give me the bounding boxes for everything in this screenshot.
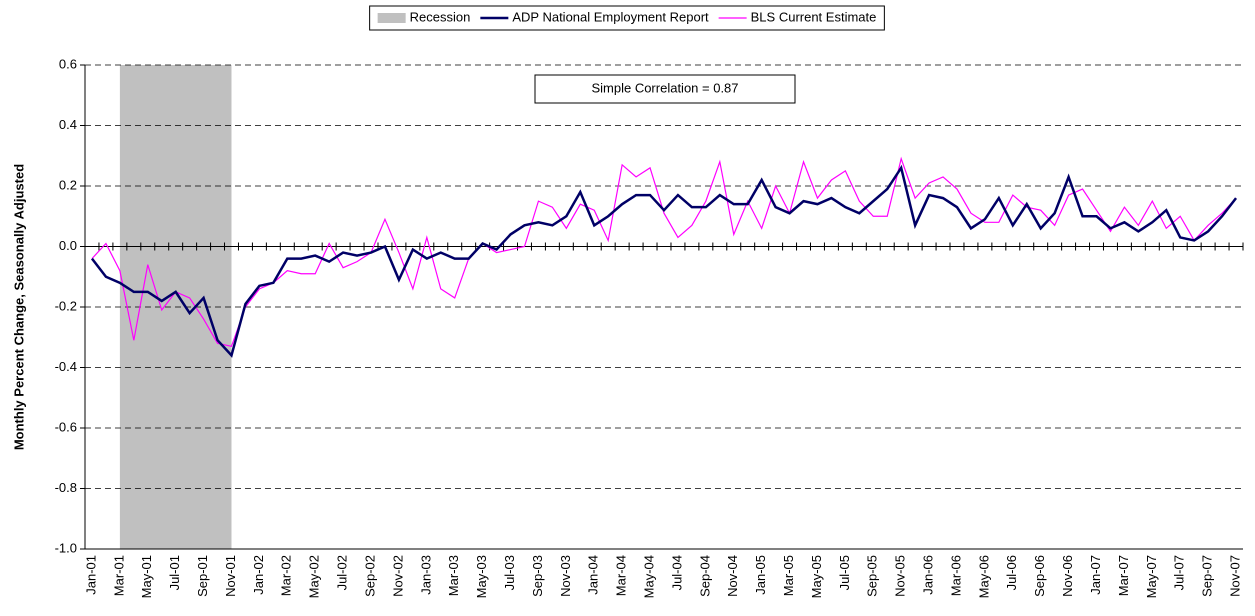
x-tick-label: Sep-01 [195, 555, 210, 597]
x-tick-label: Jan-06 [921, 555, 936, 595]
y-tick-label: -0.8 [55, 480, 77, 495]
x-tick-label: May-03 [474, 555, 489, 598]
x-tick-label: Jul-07 [1172, 555, 1187, 590]
x-tick-label: Sep-07 [1200, 555, 1215, 597]
x-tick-label: May-05 [809, 555, 824, 598]
x-tick-label: Nov-03 [558, 555, 573, 597]
x-tick-label: Jul-01 [167, 555, 182, 590]
y-tick-label: -0.6 [55, 419, 77, 434]
x-tick-label: Mar-01 [111, 555, 126, 596]
x-tick-label: May-02 [307, 555, 322, 598]
x-tick-label: May-04 [641, 555, 656, 598]
x-tick-label: May-06 [976, 555, 991, 598]
x-tick-label: Sep-05 [865, 555, 880, 597]
x-tick-label: Mar-06 [948, 555, 963, 596]
x-tick-label: Nov-02 [390, 555, 405, 597]
x-tick-label: Jan-01 [83, 555, 98, 595]
y-axis-label: Monthly Percent Change, Seasonally Adjus… [11, 164, 26, 450]
x-tick-label: Sep-03 [530, 555, 545, 597]
legend-swatch [377, 13, 406, 23]
x-tick-label: Jul-02 [335, 555, 350, 590]
x-tick-label: Nov-07 [1227, 555, 1242, 597]
x-tick-label: Sep-04 [697, 555, 712, 597]
x-tick-label: Mar-05 [781, 555, 796, 596]
y-tick-label: 0.6 [59, 56, 77, 71]
x-tick-label: Jan-04 [586, 555, 601, 595]
x-tick-label: Jan-07 [1088, 555, 1103, 595]
x-tick-label: Jan-03 [418, 555, 433, 595]
x-tick-label: Jan-02 [251, 555, 266, 595]
x-tick-label: Jan-05 [753, 555, 768, 595]
annotation: Simple Correlation = 0.87 [591, 80, 738, 95]
x-tick-label: Mar-03 [446, 555, 461, 596]
x-tick-label: Jul-04 [669, 555, 684, 590]
series-line [91, 156, 1237, 348]
x-tick-label: Mar-02 [279, 555, 294, 596]
legend-label: BLS Current Estimate [751, 9, 877, 24]
y-tick-label: -0.2 [55, 298, 77, 313]
x-tick-label: Sep-02 [362, 555, 377, 597]
y-tick-label: -1.0 [55, 540, 77, 555]
y-tick-label: 0.0 [59, 238, 77, 253]
x-tick-label: Mar-04 [614, 555, 629, 596]
x-tick-label: May-01 [139, 555, 154, 598]
series-line [90, 164, 1238, 358]
y-tick-label: -0.4 [55, 359, 77, 374]
x-tick-label: Nov-01 [223, 555, 238, 597]
x-tick-label: Jul-03 [502, 555, 517, 590]
y-tick-label: 0.4 [59, 117, 77, 132]
x-tick-label: Nov-06 [1060, 555, 1075, 597]
annotation-box [534, 74, 796, 104]
x-tick-label: Jul-06 [1004, 555, 1019, 590]
x-tick-label: Jul-05 [837, 555, 852, 590]
x-tick-label: Nov-05 [893, 555, 908, 597]
x-tick-label: Sep-06 [1032, 555, 1047, 597]
x-tick-label: Mar-07 [1116, 555, 1131, 596]
x-tick-label: Nov-04 [725, 555, 740, 597]
legend [369, 5, 885, 31]
legend-label: Recession [410, 9, 471, 24]
y-tick-label: 0.2 [59, 177, 77, 192]
legend-label: ADP National Employment Report [512, 9, 709, 24]
x-tick-label: May-07 [1144, 555, 1159, 598]
